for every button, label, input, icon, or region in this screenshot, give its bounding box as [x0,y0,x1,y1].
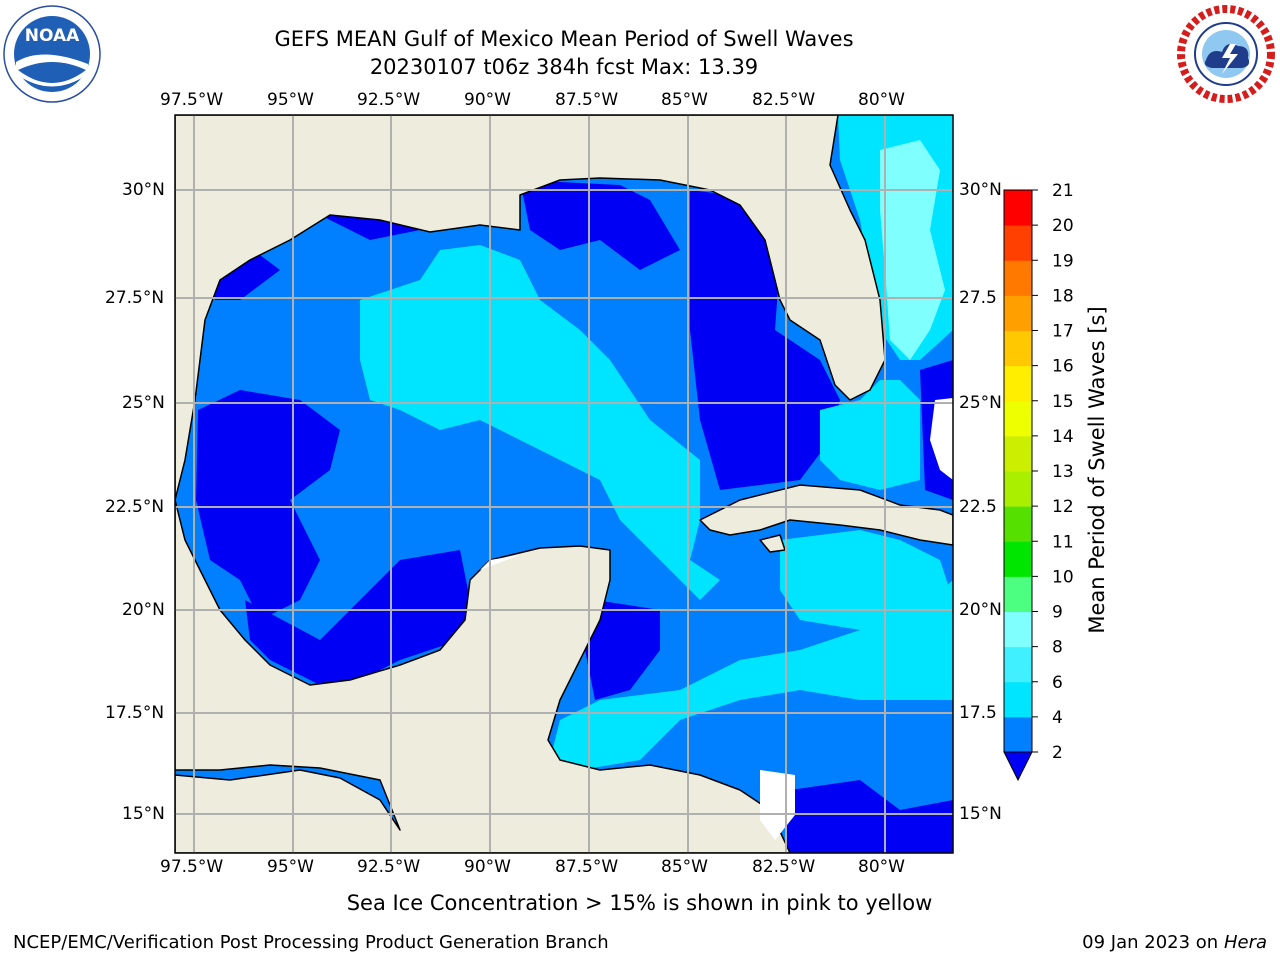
noaa-logo-text: NOAA [25,26,80,46]
lat-label-right: 25°N [959,393,1002,413]
lat-label-right: 22.5 [959,497,997,517]
colorbar-tick-label: 10 [1052,567,1074,587]
colorbar-tick-label: 17 [1052,322,1074,342]
lon-label-top: 87.5°W [555,90,619,110]
colorbar-tick-label: 21 [1052,181,1074,201]
lon-label-top: 95°W [267,90,314,110]
colorbar-segment [1004,681,1032,718]
colorbar-tick-label: 14 [1052,427,1074,447]
lat-label-left: 27.5°N [105,288,165,308]
lon-label-top: 90°W [464,90,511,110]
field-level-2 [196,180,953,853]
lon-label-top: 80°W [858,90,905,110]
chart-title: GEFS MEAN Gulf of Mexico Mean Period of … [274,27,854,51]
chart-subtitle: 20230107 t06z 384h fcst Max: 13.39 [369,55,759,79]
graticule [175,115,953,853]
lon-label-top: 82.5°W [752,90,816,110]
colorbar-tick-label: 2 [1052,743,1063,763]
colorbar-tick-label: 13 [1052,462,1074,482]
colorbar-segment [1004,541,1032,577]
colorbar: 2 4 6 8 9 10 11 12 13 14 15 16 17 18 19 20 21 [1003,181,1074,782]
lon-label-bottom: 87.5°W [555,857,619,877]
footer-date: 09 Jan 2023 on Hera [1082,932,1267,953]
lon-label-bottom: 85°W [661,857,708,877]
footer-date-text: 09 Jan 2023 on [1082,932,1224,953]
lon-label-top: 97.5°W [160,90,224,110]
colorbar-tick-label: 9 [1052,603,1063,623]
lon-label-top: 92.5°W [357,90,421,110]
colorbar-tick-label: 19 [1052,251,1074,271]
land [175,115,953,853]
lat-label-left: 17.5°N [105,703,165,723]
nws-logo [1177,5,1275,103]
lat-label-right: 30°N [959,180,1002,200]
lon-label-bottom: 82.5°W [752,857,816,877]
colorbar-segment [1004,400,1032,437]
lon-label-top: 85°W [661,90,708,110]
colorbar-segment [1004,611,1032,648]
lat-label-left: 15°N [122,804,165,824]
colorbar-segment [1004,330,1032,367]
colorbar-tick-label: 11 [1052,532,1074,552]
colorbar-label: Mean Period of Swell Waves [s] [1085,306,1109,634]
lat-label-right: 20°N [959,600,1002,620]
lon-label-bottom: 95°W [267,857,314,877]
colorbar-segment [1004,225,1032,261]
lat-label-right: 27.5 [959,288,997,308]
colorbar-segment [1004,295,1032,331]
lon-label-bottom: 90°W [464,857,511,877]
footer-producer: NCEP/EMC/Verification Post Processing Pr… [13,932,609,953]
colorbar-tick-label: 18 [1052,286,1074,306]
footer-machine: Hera [1223,932,1267,953]
colorbar-segment [1004,506,1032,542]
colorbar-segment [1004,435,1032,472]
colorbar-tick-label: 8 [1052,638,1063,658]
colorbar-segment [1004,471,1032,507]
colorbar-segment [1004,576,1032,612]
colorbar-segment [1004,260,1032,296]
lat-label-right: 17.5 [959,703,997,723]
lat-label-right: 15°N [959,804,1002,824]
colorbar-segment [1004,190,1032,226]
colorbar-tick-label: 4 [1052,708,1063,728]
sea-ice-note: Sea Ice Concentration > 15% is shown in … [346,891,933,915]
lat-label-left: 25°N [122,393,165,413]
colorbar-tick-label: 16 [1052,357,1074,377]
colorbar-tick-label: 6 [1052,673,1063,693]
colorbar-tick-label: 15 [1052,392,1074,412]
colorbar-tick-label: 20 [1052,216,1074,236]
noaa-logo: NOAA [3,5,101,103]
lat-label-left: 22.5°N [105,497,165,517]
lon-label-bottom: 92.5°W [357,857,421,877]
colorbar-segment [1004,365,1032,402]
lat-label-left: 20°N [122,600,165,620]
lon-label-bottom: 80°W [858,857,905,877]
colorbar-tick-label: 12 [1052,497,1074,517]
lon-label-bottom: 97.5°W [160,857,224,877]
lat-label-left: 30°N [122,180,165,200]
colorbar-extend-arrow [1003,751,1033,782]
colorbar-segment [1004,646,1032,683]
colorbar-segment [1004,716,1032,753]
map-frame [174,114,954,854]
